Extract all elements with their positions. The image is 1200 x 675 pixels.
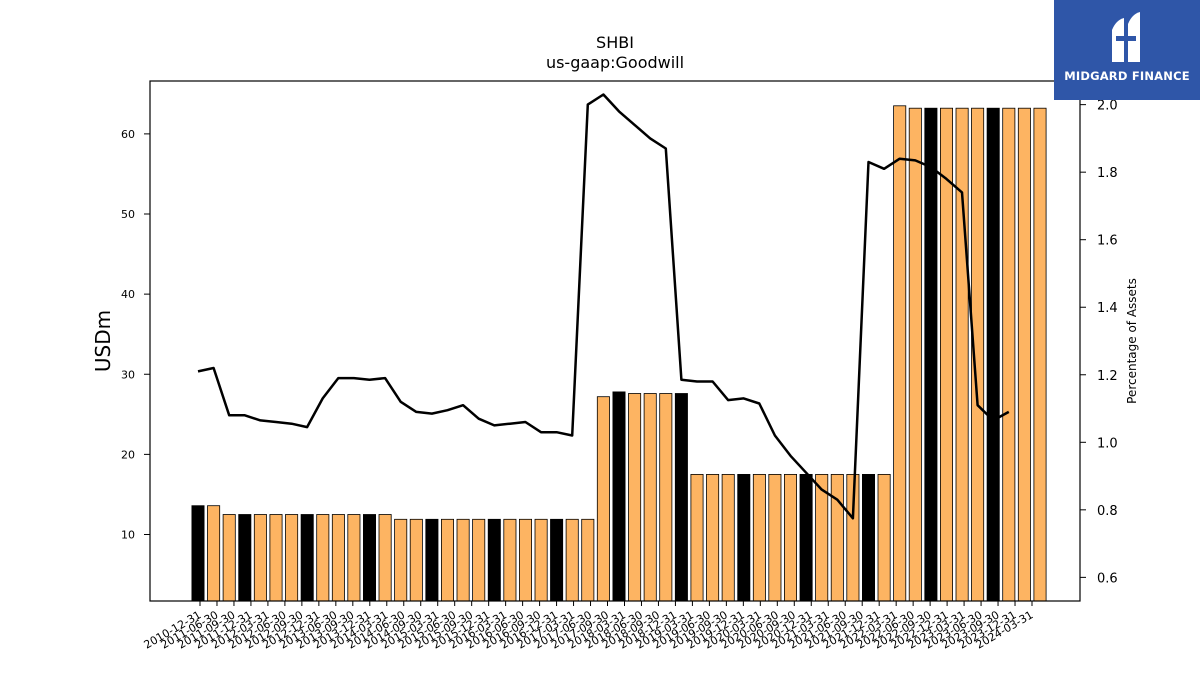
bar	[394, 518, 408, 602]
bar	[955, 107, 969, 602]
bar	[1017, 107, 1031, 602]
bar	[300, 514, 314, 602]
bar	[1033, 107, 1047, 602]
bar	[721, 473, 735, 602]
bar	[378, 514, 392, 602]
bar	[908, 107, 922, 602]
bar	[737, 473, 751, 602]
bar	[986, 107, 1000, 602]
bar	[924, 107, 938, 602]
bar	[893, 105, 907, 602]
y-tick-label: 30	[121, 368, 135, 381]
y-axis-label: USDm	[91, 310, 115, 372]
bar	[191, 505, 205, 602]
y2-tick-label: 1.0	[1097, 436, 1118, 451]
y-tick-label: 60	[121, 128, 135, 141]
y2-tick-label: 0.8	[1097, 504, 1118, 519]
y-tick-label: 40	[121, 288, 135, 301]
chart-subtitle: us-gaap:Goodwill	[546, 53, 684, 72]
line-group	[197, 93, 1010, 520]
bar	[862, 473, 876, 602]
y2-tick-label: 1.8	[1097, 166, 1118, 181]
y-tick-label: 10	[121, 528, 135, 541]
bar	[269, 514, 283, 602]
bar	[659, 393, 673, 602]
bar	[331, 514, 345, 602]
y2-tick-label: 1.6	[1097, 234, 1118, 249]
bar	[877, 473, 891, 602]
bar	[706, 473, 720, 602]
bar	[534, 518, 548, 602]
bar	[768, 473, 782, 602]
bar	[207, 505, 221, 602]
bar	[799, 473, 813, 602]
bars-group	[191, 105, 1047, 602]
bar	[238, 514, 252, 602]
bar	[628, 393, 642, 602]
bar	[690, 473, 704, 602]
bar	[456, 518, 470, 602]
y2-tick-label: 0.6	[1097, 571, 1118, 586]
right-axis: 0.6 0.8 1.0 1.2 1.4 1.6 1.8 2.0	[1080, 99, 1118, 586]
bar	[674, 393, 688, 602]
plot-frame	[149, 80, 1081, 602]
bar	[503, 518, 517, 602]
bar	[581, 518, 595, 602]
bar	[643, 393, 657, 602]
y2-tick-label: 1.4	[1097, 301, 1118, 316]
bar	[362, 514, 376, 602]
y2-tick-label: 1.2	[1097, 369, 1118, 384]
chart-title: SHBI	[596, 33, 634, 52]
bar	[425, 518, 439, 602]
bar	[1002, 107, 1016, 602]
y2-tick-label: 2.0	[1097, 99, 1118, 114]
y-tick-label: 20	[121, 448, 135, 461]
bar	[253, 514, 267, 602]
logo-text: MIDGARD FINANCE	[1064, 69, 1190, 83]
bar	[752, 473, 766, 602]
y2-axis-label: Percentage of Assets	[1125, 278, 1139, 404]
bar	[519, 518, 533, 602]
bar	[440, 518, 454, 602]
logo-mark-icon	[1112, 12, 1140, 62]
left-axis: 10 20 30 40 50 60	[121, 128, 150, 541]
bar	[409, 518, 423, 602]
bar	[784, 473, 798, 602]
company-logo: MIDGARD FINANCE	[1054, 0, 1200, 100]
line-series	[197, 93, 1010, 520]
bar	[222, 514, 236, 602]
bar	[612, 391, 626, 602]
bar	[347, 514, 361, 602]
bar	[487, 518, 501, 602]
bar	[285, 514, 299, 602]
x-axis: 2010-12-312011-06-302011-09-302011-12-31…	[142, 601, 1036, 652]
bar	[550, 518, 564, 602]
bar	[830, 473, 844, 602]
bar	[596, 396, 610, 602]
bar	[565, 518, 579, 602]
y-tick-label: 50	[121, 208, 135, 221]
bar	[316, 514, 330, 602]
bar	[472, 518, 486, 602]
